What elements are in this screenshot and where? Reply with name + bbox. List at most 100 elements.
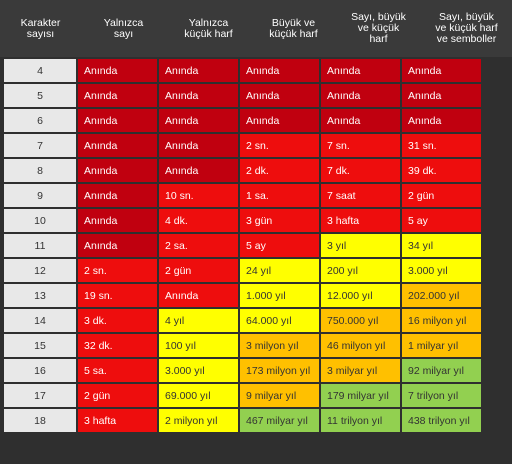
crack-time-cell: 24 yıl (240, 259, 319, 282)
crack-time-cell: 438 trilyon yıl (402, 409, 481, 432)
row-character-count: 4 (4, 59, 76, 82)
crack-time-cell: 46 milyon yıl (321, 334, 400, 357)
row-character-count: 7 (4, 134, 76, 157)
crack-time-cell: 2 gün (402, 184, 481, 207)
crack-time-cell: Anında (78, 84, 157, 107)
crack-time-cell: 2 dk. (240, 159, 319, 182)
table-row: 15 32 dk. 100 yıl 3 milyon yıl 46 milyon yıl… (4, 334, 481, 357)
data-grid: 4 Anında Anında Anında Anında Anında 5 Anında An… (2, 57, 483, 434)
crack-time-cell: 12.000 yıl (321, 284, 400, 307)
header-numbers-upper-lower: Sayı, büyük ve küçük harf (351, 11, 406, 45)
crack-time-cell: Anında (159, 84, 238, 107)
row-character-count: 16 (4, 359, 76, 382)
header-numbers-upper-lower-symbols: Sayı, büyük ve küçük harf ve semboller (435, 11, 498, 45)
crack-time-cell: 173 milyon yıl (240, 359, 319, 382)
table-row: 9 Anında 10 sn. 1 sa. 7 saat 2 gün (4, 184, 481, 207)
crack-time-cell: Anında (159, 134, 238, 157)
crack-time-cell: 5 ay (240, 234, 319, 257)
crack-time-cell: 7 trilyon yıl (402, 384, 481, 407)
crack-time-cell: 5 ay (402, 209, 481, 232)
crack-time-cell: Anında (78, 109, 157, 132)
row-character-count: 14 (4, 309, 76, 332)
crack-time-cell: 2 gün (159, 259, 238, 282)
crack-time-cell: 3 hafta (78, 409, 157, 432)
row-character-count: 15 (4, 334, 76, 357)
crack-time-cell: 32 dk. (78, 334, 157, 357)
crack-time-cell: Anında (159, 59, 238, 82)
crack-time-cell: 1 sa. (240, 184, 319, 207)
crack-time-cell: Anında (402, 84, 481, 107)
table-row: 7 Anında Anında 2 sn. 7 sn. 31 sn. (4, 134, 481, 157)
crack-time-cell: 5 sa. (78, 359, 157, 382)
table-row: 13 19 sn. Anında 1.000 yıl 12.000 yıl 202.000… (4, 284, 481, 307)
crack-time-cell: 3 gün (240, 209, 319, 232)
crack-time-cell: 3.000 yıl (159, 359, 238, 382)
table-row: 18 3 hafta 2 milyon yıl 467 milyar yıl 11 tr… (4, 409, 481, 432)
crack-time-cell: 34 yıl (402, 234, 481, 257)
header-character-count: Karakter sayısı (20, 16, 61, 40)
crack-time-cell: Anında (240, 59, 319, 82)
table-row: 16 5 sa. 3.000 yıl 173 milyon yıl 3 milyar y… (4, 359, 481, 382)
crack-time-cell: 202.000 yıl (402, 284, 481, 307)
crack-time-cell: 9 milyar yıl (240, 384, 319, 407)
table-row: 6 Anında Anında Anında Anında Anında (4, 109, 481, 132)
table-row: 11 Anında 2 sa. 5 ay 3 yıl 34 yıl (4, 234, 481, 257)
row-character-count: 6 (4, 109, 76, 132)
crack-time-cell: Anında (78, 59, 157, 82)
crack-time-cell: 750.000 yıl (321, 309, 400, 332)
table-header: Karakter sayısı Yalnızca sayı Yalnızca k… (0, 0, 512, 57)
table-row: 12 2 sn. 2 gün 24 yıl 200 yıl 3.000 yıl (4, 259, 481, 282)
crack-time-cell: Anında (240, 109, 319, 132)
crack-time-cell: 3 milyon yıl (240, 334, 319, 357)
header-numbers-only: Yalnızca sayı (103, 16, 144, 40)
crack-time-cell: 3.000 yıl (402, 259, 481, 282)
row-character-count: 13 (4, 284, 76, 307)
table-row: 14 3 dk. 4 yıl 64.000 yıl 750.000 yıl 16 mily… (4, 309, 481, 332)
crack-time-cell: Anında (159, 109, 238, 132)
crack-time-cell: 100 yıl (159, 334, 238, 357)
crack-time-cell: 7 saat (321, 184, 400, 207)
row-character-count: 11 (4, 234, 76, 257)
crack-time-cell: 64.000 yıl (240, 309, 319, 332)
crack-time-cell: 16 milyon yıl (402, 309, 481, 332)
crack-time-cell: 19 sn. (78, 284, 157, 307)
crack-time-cell: Anında (321, 109, 400, 132)
crack-time-cell: 2 sa. (159, 234, 238, 257)
row-character-count: 10 (4, 209, 76, 232)
table-row: 5 Anında Anında Anında Anında Anında (4, 84, 481, 107)
crack-time-cell: 11 trilyon yıl (321, 409, 400, 432)
row-character-count: 18 (4, 409, 76, 432)
crack-time-cell: 2 sn. (240, 134, 319, 157)
crack-time-cell: 2 gün (78, 384, 157, 407)
table-row: 10 Anında 4 dk. 3 gün 3 hafta 5 ay (4, 209, 481, 232)
header-lowercase-only: Yalnızca küçük harf (184, 16, 233, 40)
crack-time-cell: 31 sn. (402, 134, 481, 157)
crack-time-cell: 200 yıl (321, 259, 400, 282)
crack-time-cell: 467 milyar yıl (240, 409, 319, 432)
crack-time-cell: 179 milyar yıl (321, 384, 400, 407)
crack-time-cell: Anında (78, 184, 157, 207)
crack-time-cell: Anında (402, 109, 481, 132)
crack-time-cell: 69.000 yıl (159, 384, 238, 407)
crack-time-cell: Anında (78, 134, 157, 157)
crack-time-cell: 4 yıl (159, 309, 238, 332)
crack-time-cell: 3 dk. (78, 309, 157, 332)
crack-time-cell: 39 dk. (402, 159, 481, 182)
crack-time-cell: 7 dk. (321, 159, 400, 182)
crack-time-cell: Anında (402, 59, 481, 82)
crack-time-cell: Anında (321, 59, 400, 82)
crack-time-cell: 92 milyar yıl (402, 359, 481, 382)
table-row: 17 2 gün 69.000 yıl 9 milyar yıl 179 milyar … (4, 384, 481, 407)
row-character-count: 8 (4, 159, 76, 182)
crack-time-cell: Anında (78, 209, 157, 232)
crack-time-cell: 10 sn. (159, 184, 238, 207)
crack-time-cell: Anında (159, 159, 238, 182)
crack-time-cell: 2 sn. (78, 259, 157, 282)
crack-time-cell: Anında (78, 159, 157, 182)
crack-time-cell: 7 sn. (321, 134, 400, 157)
row-character-count: 5 (4, 84, 76, 107)
crack-time-cell: 1 milyar yıl (402, 334, 481, 357)
crack-time-cell: 2 milyon yıl (159, 409, 238, 432)
row-character-count: 9 (4, 184, 76, 207)
